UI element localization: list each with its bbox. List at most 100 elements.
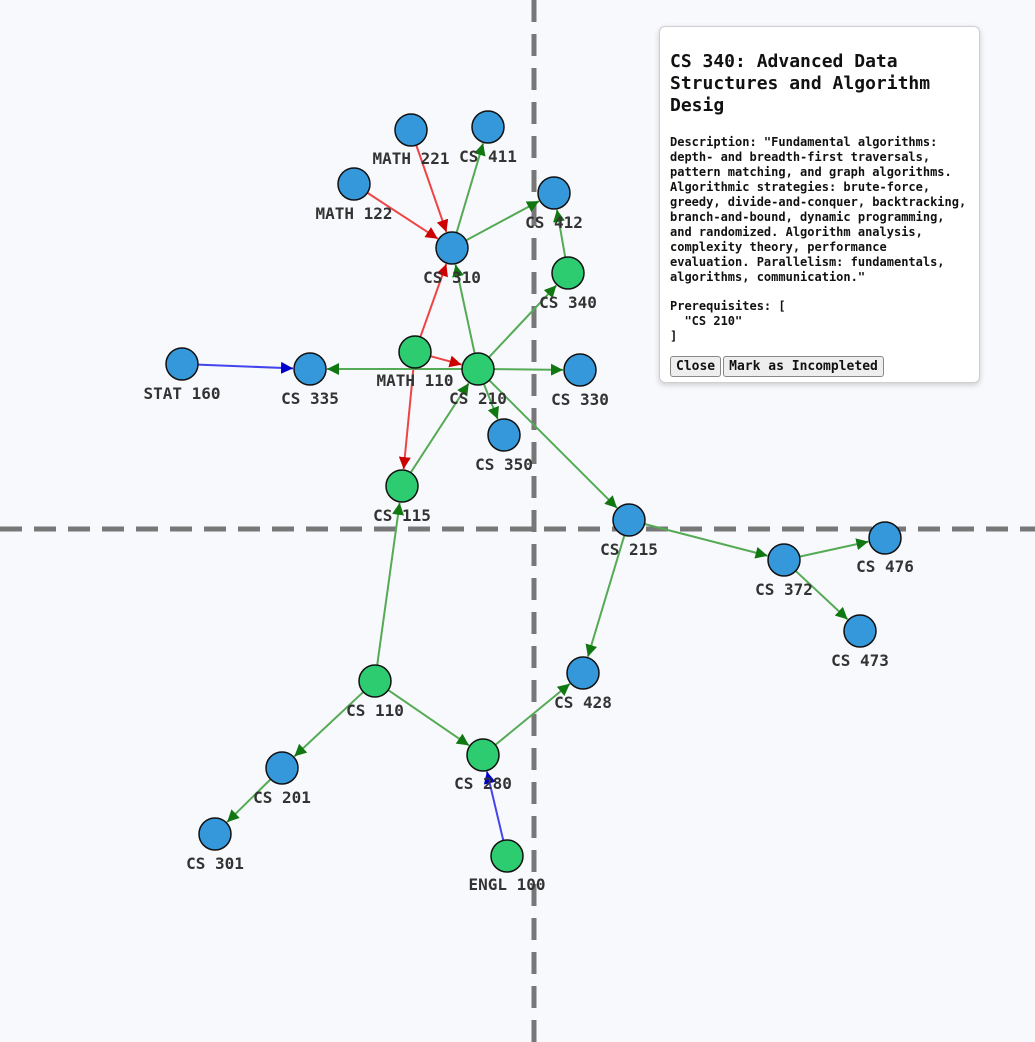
course-node-circle[interactable] xyxy=(358,664,392,698)
course-node-cs-372[interactable]: CS 372 xyxy=(755,543,813,599)
panel-actions: Close Mark as Incompleted xyxy=(670,356,969,377)
edge-cs-115-to-cs-210 xyxy=(409,382,470,474)
course-node-circle[interactable] xyxy=(868,521,902,555)
course-node-label: CS 215 xyxy=(600,540,658,559)
panel-title: CS 340: Advanced Data Structures and Alg… xyxy=(670,51,931,116)
course-node-label: MATH 221 xyxy=(372,149,449,168)
course-description: Description: "Fundamental algorithms: de… xyxy=(670,135,974,284)
course-node-label: CS 280 xyxy=(454,774,512,793)
course-node-cs-110[interactable]: CS 110 xyxy=(346,664,404,720)
course-node-label: MATH 110 xyxy=(376,371,453,390)
course-node-label: CS 201 xyxy=(253,788,311,807)
course-node-cs-330[interactable]: CS 330 xyxy=(551,353,609,409)
course-node-circle[interactable] xyxy=(490,839,524,873)
edge-cs-215-to-cs-428 xyxy=(585,535,626,658)
course-node-label: CS 301 xyxy=(186,854,244,873)
course-node-cs-210[interactable]: CS 210 xyxy=(449,352,507,408)
course-node-circle[interactable] xyxy=(398,335,432,369)
course-node-label: CS 210 xyxy=(449,389,507,408)
course-node-label: CS 340 xyxy=(539,293,597,312)
course-node-label: CS 412 xyxy=(525,213,583,232)
course-node-math-110[interactable]: MATH 110 xyxy=(376,335,454,390)
course-node-cs-428[interactable]: CS 428 xyxy=(554,656,612,712)
course-node-circle[interactable] xyxy=(165,347,199,381)
mark-incompleted-button[interactable]: Mark as Incompleted xyxy=(723,356,884,377)
edge-engl-100-to-cs-280 xyxy=(483,771,505,841)
course-node-stat-160[interactable]: STAT 160 xyxy=(143,347,221,403)
course-node-circle[interactable] xyxy=(843,614,877,648)
course-node-cs-412[interactable]: CS 412 xyxy=(525,176,583,232)
course-node-circle[interactable] xyxy=(566,656,600,690)
course-node-math-221[interactable]: MATH 221 xyxy=(372,113,450,168)
course-node-circle[interactable] xyxy=(537,176,571,210)
course-node-circle[interactable] xyxy=(487,418,521,452)
edge-cs-210-to-cs-310 xyxy=(452,264,476,354)
close-button[interactable]: Close xyxy=(670,356,722,377)
course-node-circle[interactable] xyxy=(471,110,505,144)
course-node-label: CS 372 xyxy=(755,580,813,599)
edge-math-110-to-cs-310 xyxy=(419,263,448,338)
edge-math-110-to-cs-115 xyxy=(398,367,415,470)
course-node-cs-335[interactable]: CS 335 xyxy=(281,352,339,408)
edge-cs-201-to-cs-301 xyxy=(226,778,272,823)
edge-cs-372-to-cs-476 xyxy=(799,538,869,558)
edge-cs-110-to-cs-280 xyxy=(387,689,470,747)
edge-math-110-to-cs-210 xyxy=(430,355,462,368)
course-node-math-122[interactable]: MATH 122 xyxy=(315,167,393,223)
course-node-cs-115[interactable]: CS 115 xyxy=(373,469,431,525)
course-node-circle[interactable] xyxy=(198,817,232,851)
course-node-circle[interactable] xyxy=(551,256,585,290)
course-node-circle[interactable] xyxy=(265,751,299,785)
course-node-label: CS 476 xyxy=(856,557,914,576)
course-node-label: CS 310 xyxy=(423,268,481,287)
course-node-cs-473[interactable]: CS 473 xyxy=(831,614,889,670)
course-node-circle[interactable] xyxy=(293,352,327,386)
course-node-cs-411[interactable]: CS 411 xyxy=(459,110,517,166)
course-node-label: CS 330 xyxy=(551,390,609,409)
edge-cs-340-to-cs-412 xyxy=(553,209,567,258)
course-node-cs-476[interactable]: CS 476 xyxy=(856,521,914,576)
nodes-layer: MATH 221 CS 411 MATH 122 CS 412 CS 310 CS 340… xyxy=(143,110,914,894)
course-node-label: MATH 122 xyxy=(315,204,392,223)
edge-math-221-to-cs-310 xyxy=(415,144,449,233)
course-node-circle[interactable] xyxy=(461,352,495,386)
course-node-cs-280[interactable]: CS 280 xyxy=(454,738,512,793)
course-node-circle[interactable] xyxy=(435,231,469,265)
course-node-circle[interactable] xyxy=(466,738,500,772)
edges-layer xyxy=(197,143,869,841)
edge-cs-210-to-cs-350 xyxy=(482,383,499,420)
course-node-circle[interactable] xyxy=(394,113,428,147)
course-node-cs-350[interactable]: CS 350 xyxy=(475,418,533,474)
course-node-label: CS 473 xyxy=(831,651,889,670)
edge-cs-372-to-cs-473 xyxy=(795,570,849,621)
course-node-engl-100[interactable]: ENGL 100 xyxy=(468,839,546,894)
course-node-cs-215[interactable]: CS 215 xyxy=(600,503,658,559)
edge-cs-110-to-cs-201 xyxy=(293,691,364,758)
course-node-label: ENGL 100 xyxy=(468,875,545,894)
edge-math-122-to-cs-310 xyxy=(366,191,439,240)
edge-cs-210-to-cs-340 xyxy=(488,284,558,359)
edge-cs-310-to-cs-412 xyxy=(465,200,540,242)
edge-cs-215-to-cs-372 xyxy=(644,523,768,559)
course-node-circle[interactable] xyxy=(385,469,419,503)
course-node-label: STAT 160 xyxy=(143,384,220,403)
edge-cs-280-to-cs-428 xyxy=(494,683,571,746)
course-node-label: CS 110 xyxy=(346,701,404,720)
course-node-circle[interactable] xyxy=(337,167,371,201)
course-node-circle[interactable] xyxy=(612,503,646,537)
course-info-panel: CS 340: Advanced Data Structures and Alg… xyxy=(659,26,980,383)
course-node-cs-340[interactable]: CS 340 xyxy=(539,256,597,312)
course-prerequisites: Prerequisites: [ "CS 210" ] xyxy=(670,299,786,343)
course-node-cs-201[interactable]: CS 201 xyxy=(253,751,311,807)
course-node-cs-310[interactable]: CS 310 xyxy=(423,231,481,287)
edge-stat-160-to-cs-335 xyxy=(197,361,294,374)
course-node-cs-301[interactable]: CS 301 xyxy=(186,817,244,873)
course-node-label: CS 335 xyxy=(281,389,339,408)
course-node-circle[interactable] xyxy=(563,353,597,387)
edge-cs-310-to-cs-411 xyxy=(455,143,486,233)
course-node-circle[interactable] xyxy=(767,543,801,577)
course-node-label: CS 428 xyxy=(554,693,612,712)
course-node-label: CS 115 xyxy=(373,506,431,525)
course-node-label: CS 350 xyxy=(475,455,533,474)
